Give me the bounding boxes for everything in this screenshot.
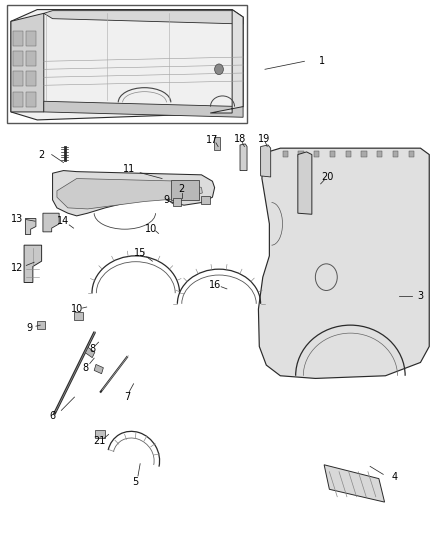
Text: 10: 10 bbox=[71, 304, 83, 314]
Polygon shape bbox=[11, 13, 44, 112]
Bar bbox=[26, 51, 36, 66]
Text: 7: 7 bbox=[124, 392, 130, 402]
Bar bbox=[283, 151, 288, 157]
Text: 6: 6 bbox=[49, 411, 56, 421]
Text: 2: 2 bbox=[39, 150, 45, 159]
Bar bbox=[173, 198, 181, 206]
Polygon shape bbox=[11, 10, 243, 120]
Text: 19: 19 bbox=[258, 134, 270, 143]
Bar bbox=[95, 430, 105, 438]
Circle shape bbox=[215, 64, 223, 75]
Bar bbox=[314, 151, 319, 157]
Text: 18: 18 bbox=[234, 134, 246, 143]
Text: 12: 12 bbox=[11, 263, 24, 272]
Text: 8: 8 bbox=[82, 363, 88, 373]
Text: 9: 9 bbox=[27, 323, 33, 333]
Bar bbox=[298, 151, 304, 157]
Bar bbox=[26, 92, 36, 107]
Polygon shape bbox=[44, 101, 243, 117]
Polygon shape bbox=[57, 179, 202, 209]
Text: 21: 21 bbox=[94, 437, 106, 446]
Polygon shape bbox=[298, 152, 312, 214]
Bar bbox=[13, 51, 23, 66]
Polygon shape bbox=[44, 11, 243, 24]
Bar bbox=[13, 71, 23, 86]
Text: 3: 3 bbox=[417, 291, 424, 301]
Bar bbox=[409, 151, 414, 157]
Bar bbox=[7, 5, 247, 123]
Polygon shape bbox=[53, 171, 215, 216]
Bar bbox=[26, 71, 36, 86]
Text: 1: 1 bbox=[319, 56, 325, 66]
Text: 2: 2 bbox=[179, 184, 185, 194]
Text: 8: 8 bbox=[89, 344, 95, 354]
Text: 10: 10 bbox=[145, 224, 157, 234]
Bar bbox=[214, 137, 220, 150]
Polygon shape bbox=[258, 148, 429, 378]
Polygon shape bbox=[25, 219, 36, 235]
Polygon shape bbox=[210, 10, 243, 113]
Bar bbox=[26, 31, 36, 46]
Bar bbox=[346, 151, 351, 157]
Text: 14: 14 bbox=[57, 216, 70, 226]
Bar bbox=[13, 92, 23, 107]
Bar bbox=[361, 151, 367, 157]
Bar bbox=[37, 321, 45, 329]
Polygon shape bbox=[324, 465, 385, 502]
Bar bbox=[13, 31, 23, 46]
Bar bbox=[393, 151, 398, 157]
Polygon shape bbox=[43, 213, 59, 232]
Bar bbox=[85, 348, 95, 358]
Text: 16: 16 bbox=[208, 280, 221, 290]
Bar bbox=[330, 151, 335, 157]
Bar bbox=[377, 151, 382, 157]
Bar bbox=[201, 196, 210, 204]
Text: 20: 20 bbox=[321, 172, 334, 182]
Bar bbox=[171, 180, 199, 200]
Text: 4: 4 bbox=[391, 472, 397, 482]
Bar bbox=[74, 312, 83, 320]
Text: 15: 15 bbox=[134, 248, 146, 258]
Polygon shape bbox=[240, 144, 247, 171]
Text: 13: 13 bbox=[11, 214, 24, 223]
Text: 17: 17 bbox=[206, 135, 219, 144]
Polygon shape bbox=[24, 245, 42, 282]
Text: 9: 9 bbox=[163, 195, 170, 205]
Bar bbox=[94, 365, 103, 374]
Polygon shape bbox=[261, 145, 271, 177]
Text: 5: 5 bbox=[133, 478, 139, 487]
Text: 11: 11 bbox=[123, 165, 135, 174]
